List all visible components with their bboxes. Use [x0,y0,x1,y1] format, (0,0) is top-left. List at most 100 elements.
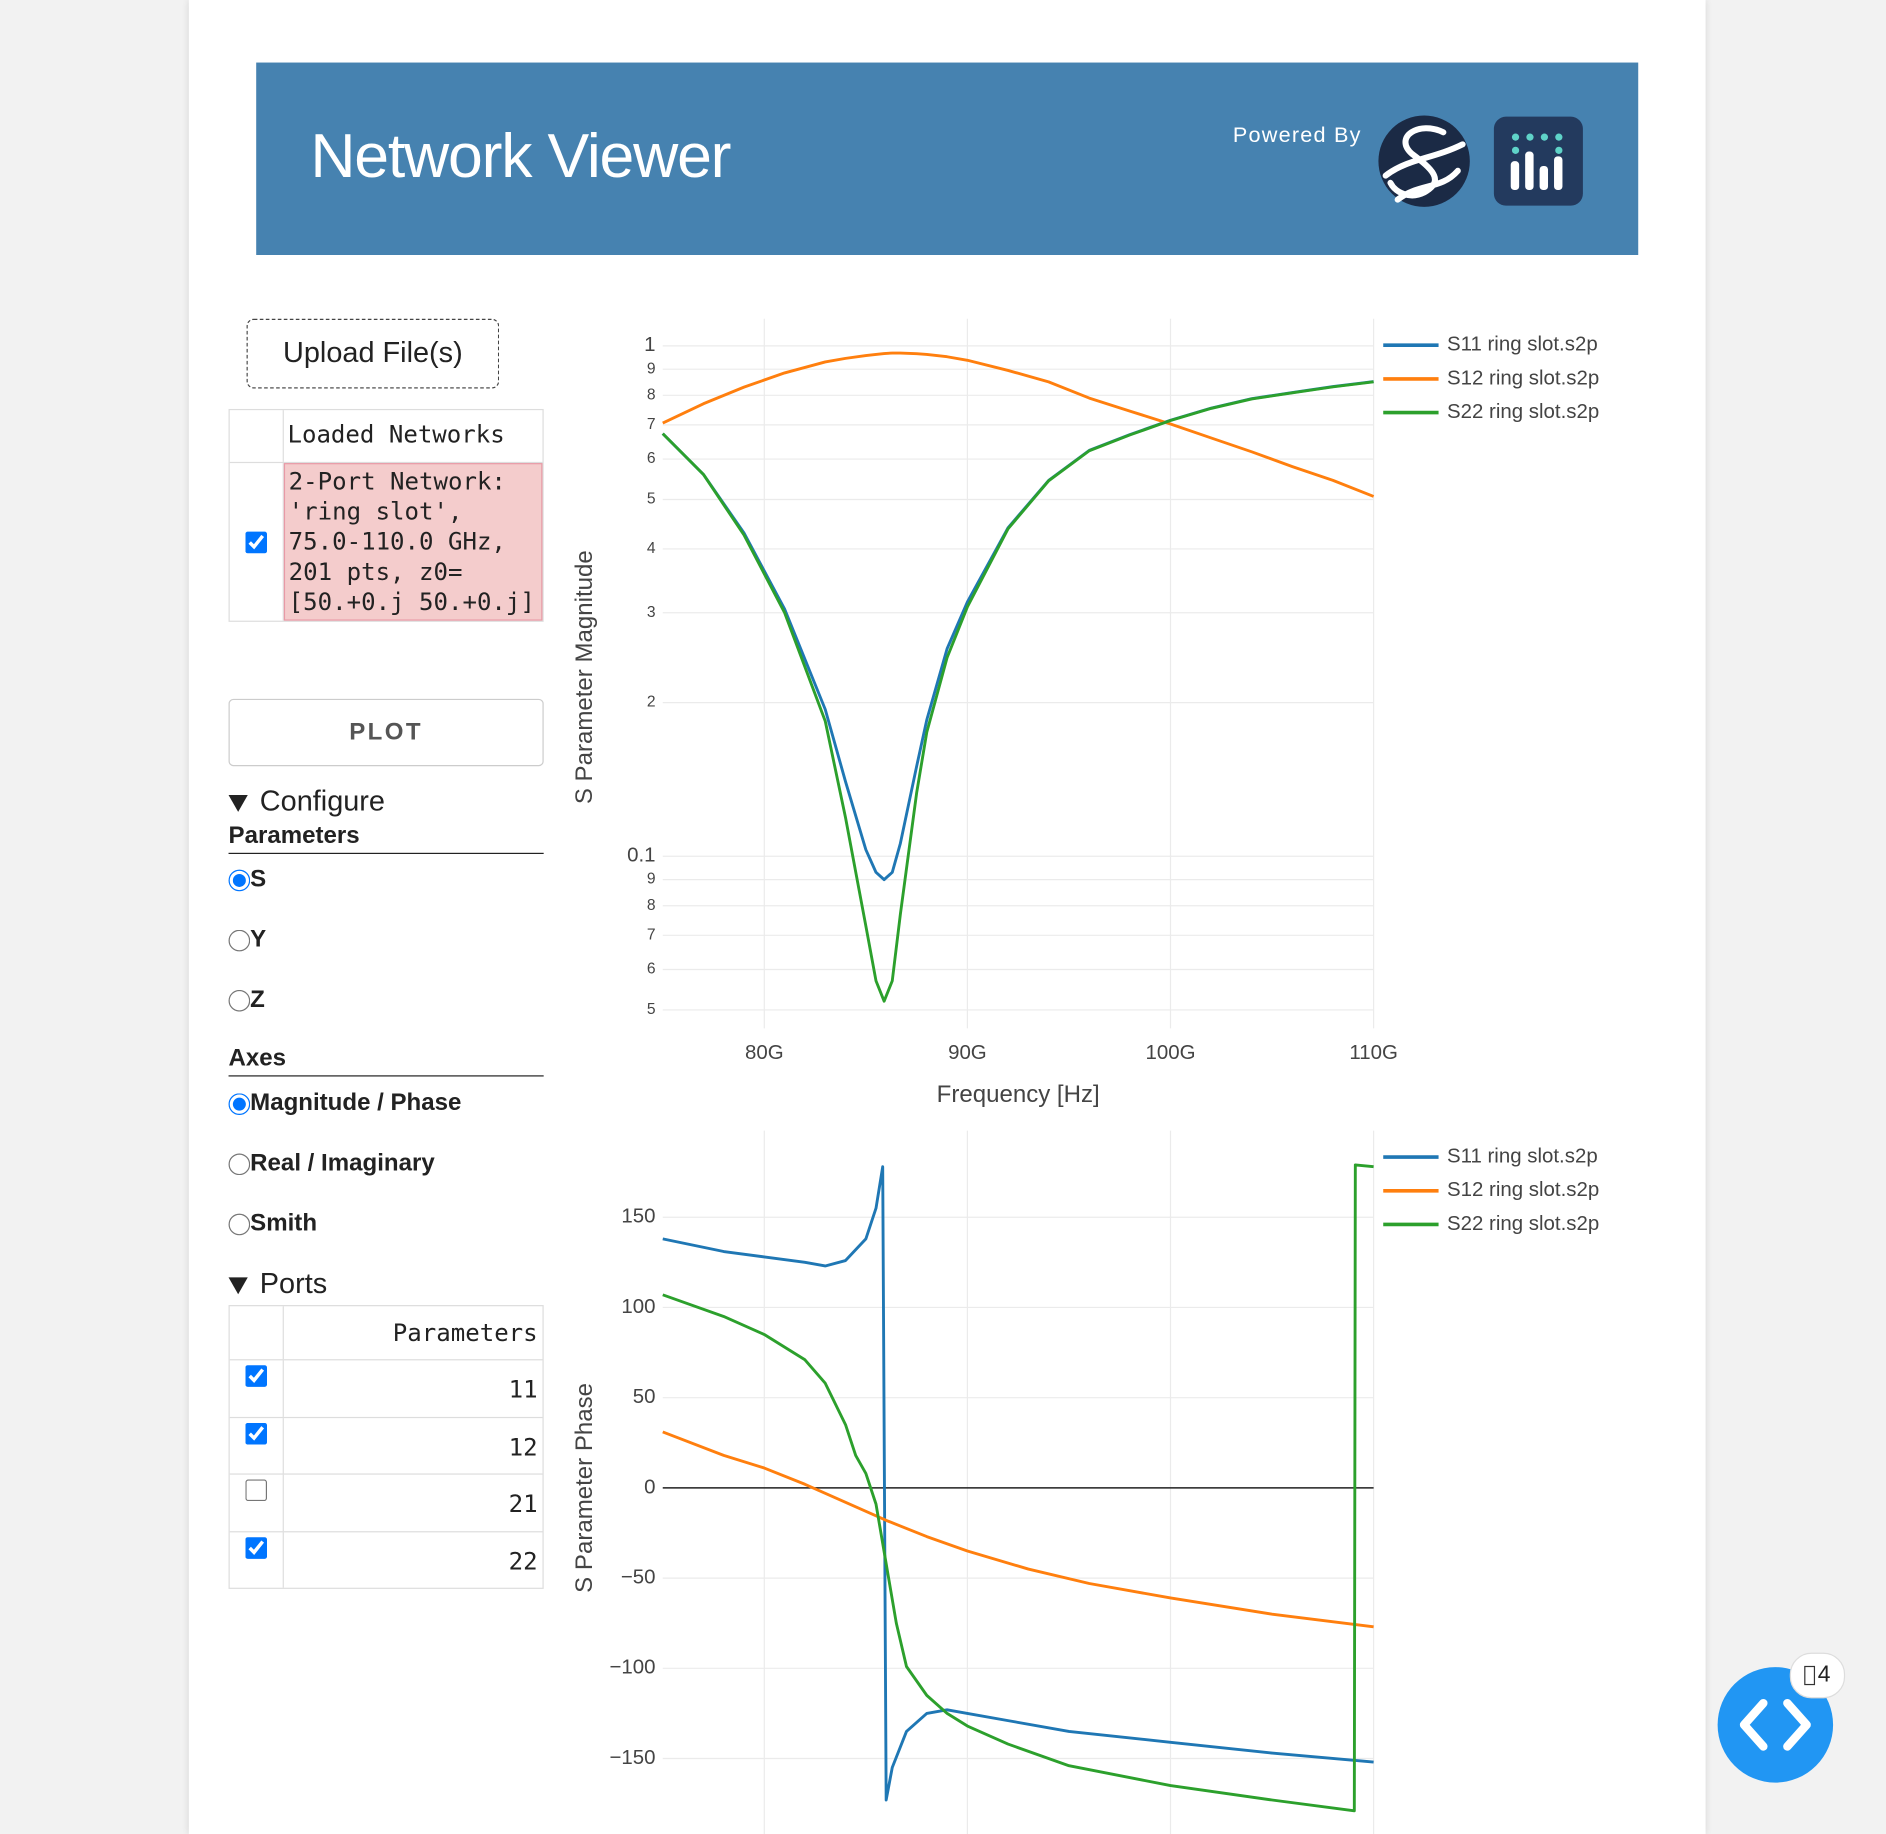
radio[interactable] [228,989,251,1011]
y-tick-label: 7 [647,416,656,433]
port-row: 21 [229,1473,543,1531]
radio[interactable] [228,929,251,951]
radio-option: Z [228,986,265,1014]
error-badge: 4 [1789,1652,1846,1699]
upload-button[interactable]: Upload File(s) [246,318,500,389]
y-axis-label: S Parameter Phase [571,1383,598,1593]
radio-option: S [228,866,267,894]
ports-header: Parameters [230,1306,543,1360]
parameters-heading: Parameters [228,823,544,854]
networks-heading: Loaded Networks [287,419,505,449]
y-tick-label: 6 [647,450,656,467]
port-checkbox[interactable] [245,1536,268,1559]
y-tick-label: 5 [647,491,656,508]
y-tick-label: −150 [609,1746,655,1769]
legend-label: S12 ring slot.s2p [1447,366,1599,389]
series-line [661,380,1374,1003]
y-tick-label: 7 [647,926,656,943]
radio-label: Magnitude / Phase [250,1089,462,1117]
configure[interactable]: Configure [259,785,385,818]
radio[interactable] [228,1152,251,1175]
y-tick-label: 6 [647,961,656,978]
port-row: 11 [229,1359,543,1417]
y-axis-label: S Parameter Magnitude [571,550,598,804]
disclosure [228,795,248,812]
powered-by: Powered By [1232,122,1362,147]
badge-count: 4 [1817,1662,1831,1688]
cell [230,1417,284,1474]
y-tick-label: 8 [647,897,656,914]
y-tick-label: 4 [647,540,656,557]
y-tick-label: 2 [647,694,656,711]
ports-table: Parameters 11 12 21 22 [228,1305,544,1589]
y-tick-label: 100 [621,1295,655,1318]
x-axis-label: Frequency [Hz] [937,1081,1100,1108]
networks-table: Loaded Networks 2-Port Network: 'ring sl… [228,408,544,622]
series-line [662,1165,1374,1802]
network-checkbox[interactable] [245,531,268,553]
radio-label: Z [250,986,265,1013]
y-tick-label: 0.1 [627,844,655,867]
x-tick-label: 80G [745,1041,784,1064]
radio[interactable] [228,1092,251,1115]
y-tick-label: 5 [647,1001,656,1018]
code-icon [1739,1698,1811,1751]
dash-dots [1511,133,1563,154]
legend-label: S12 ring slot.s2p [1447,1178,1599,1201]
y-tick-label: 9 [647,360,656,377]
axes-heading: Axes [228,1045,544,1077]
series-line [662,1163,1374,1813]
radio[interactable] [228,1213,251,1235]
radio-label: Smith [250,1210,318,1237]
series-line [662,1430,1374,1629]
y-tick-label: 3 [647,604,656,621]
radio-option: Smith [228,1210,318,1238]
radio-option: Real / Imaginary [228,1149,435,1178]
port-label: 22 [508,1546,538,1576]
network-row: 2-Port Network: 'ring slot', 75.0-110.0 … [229,461,543,621]
x-tick-label: 100G [1146,1041,1196,1064]
radio-label: Real / Imaginary [250,1149,435,1177]
port-checkbox[interactable] [245,1365,268,1387]
y-tick-label: 0 [644,1475,655,1498]
legend-label: S11 ring slot.s2p [1447,333,1598,356]
card [188,0,1706,1834]
y-tick-label: 50 [633,1385,656,1408]
y-tick-label: 8 [647,386,656,403]
y-tick-label: 150 [621,1205,655,1228]
legend-label: S22 ring slot.s2p [1447,400,1599,423]
radio-option: Y [228,926,267,954]
cell [230,1474,284,1531]
y-tick-label: −50 [621,1565,656,1588]
radio-option: Magnitude / Phase [228,1089,462,1118]
x-tick-label: 90G [948,1041,987,1064]
port-label: 12 [508,1431,538,1461]
port-checkbox[interactable] [245,1422,268,1444]
skrf-glyph [1382,125,1466,203]
logos [1378,115,1583,207]
port-checkbox[interactable] [245,1479,268,1502]
app-title: Network Viewer [310,121,731,192]
cell [230,1360,284,1417]
radio-label: Y [250,926,267,953]
ports[interactable]: Ports [259,1267,328,1301]
port-label: 21 [508,1489,538,1518]
x-tick-label: 110G [1349,1041,1397,1064]
series-line [662,351,1375,498]
radio[interactable] [228,869,251,891]
ports-heading: Parameters [392,1318,538,1348]
plot-button[interactable]: PLOT [228,698,544,767]
radio-label: S [250,866,267,893]
y-tick-label: 1 [644,333,655,356]
port-row: 22 [229,1530,543,1588]
cell [230,1531,284,1588]
cell [230,410,284,462]
y-tick-label: −100 [609,1656,655,1679]
port-row: 12 [229,1416,543,1474]
y-tick-label: 9 [647,871,656,888]
disclosure [228,1277,248,1295]
networks-header: Loaded Networks [230,410,543,462]
